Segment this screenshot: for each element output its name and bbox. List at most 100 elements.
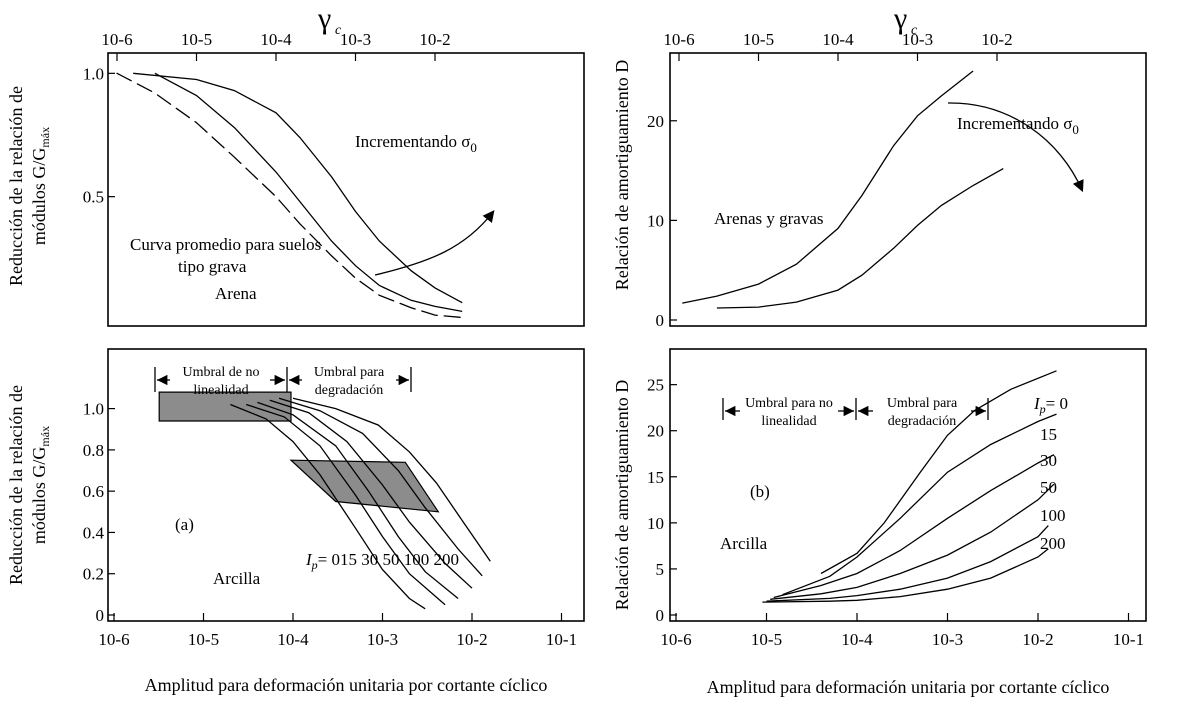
annotation-sand: Arena: [215, 284, 257, 303]
top-left-top-tick-label-4: 10-2: [419, 30, 450, 49]
top-left-series-0: [133, 72, 463, 304]
threshold-brackets-left: [154, 367, 412, 392]
gamma-subscript-right: c: [911, 23, 918, 38]
bottom-right-ytick-label-4: 5: [656, 560, 665, 579]
bottom-right-series-1: [782, 413, 1057, 596]
bottom-right-ytick-label-5: 0: [656, 606, 665, 625]
bottom-right-series-0: [820, 370, 1057, 575]
top-right-top-tick-label-3: 10-3: [902, 30, 933, 49]
panel-bottom-left: Reducción de la relación de módulos G/Gm…: [6, 348, 585, 649]
top-left-series-2: [116, 72, 463, 319]
annotation-clay-left: Arcilla: [213, 569, 261, 588]
bottom-left-series-5: [292, 397, 491, 562]
x-axis-label-left: Amplitud para deformación unitaria por c…: [145, 675, 548, 695]
top-right-top-tick-label-1: 10-5: [743, 30, 774, 49]
y-axis-label-top-right: Relación de amortiguamiento D: [612, 60, 632, 290]
threshold-degradation-left-line1: Umbral para: [314, 365, 385, 380]
bottom-right-ytick-label-2: 15: [647, 468, 664, 487]
top-left-top-tick-label-3: 10-3: [340, 30, 371, 49]
threshold-nonlinearity-left-line1: Umbral de no: [183, 365, 260, 380]
bottom-left-shaded-region-0: [158, 391, 292, 422]
ip-label-right-200: 200: [1040, 534, 1066, 553]
bottom-left-series-0: [230, 403, 426, 610]
annotation-average-line2: tipo grava: [178, 257, 247, 276]
annotation-increasing-top-left: Incrementando σ0: [355, 132, 477, 155]
bottom-left-ytick-label-1: 0.8: [83, 441, 104, 460]
bottom-right-ytick-label-0: 25: [647, 376, 664, 395]
top-left-ytick-label-1: 0.5: [83, 188, 104, 207]
panel-bottom-right: Relación de amortiguamiento D 10-6 10-5 10…: [612, 348, 1147, 649]
annotation-increasing-top-right: Incrementando σ0: [957, 114, 1079, 137]
bottom-left-xtick-label-3: 10-3: [367, 630, 398, 649]
bottom-left-ytick-label-3: 0.4: [83, 523, 105, 542]
bottom-left-series-1: [245, 403, 446, 606]
threshold-nonlinearity-right-line1: Umbral para no: [745, 396, 833, 411]
bottom-right-xtick-label-1: 10-5: [751, 630, 782, 649]
top-left-top-tick-label-2: 10-4: [260, 30, 292, 49]
threshold-brackets-right: [722, 398, 989, 420]
gamma-subscript-left: c: [335, 23, 342, 38]
top-right-top-tick-label-4: 10-2: [981, 30, 1012, 49]
annotation-clay-right: Arcilla: [720, 534, 768, 553]
arrow-top-left: [374, 210, 495, 276]
plot-frame-top-left: [107, 52, 585, 327]
bottom-left-ytick-label-5: 0: [96, 606, 105, 625]
x-axis-label-right: Amplitud para deformación unitaria por c…: [707, 677, 1110, 697]
y-axis-label-bottom-left-line2: módulos G/Gmáx: [29, 426, 52, 544]
ip-label-right-50: 50: [1040, 478, 1057, 497]
bottom-right-series-3: [770, 483, 1055, 600]
panel-label-a: (a): [175, 515, 194, 534]
bottom-left-series-4: [278, 397, 483, 577]
top-left-ytick-label-0: 1.0: [83, 64, 104, 83]
top-right-ytick-label-0: 20: [647, 112, 664, 131]
bottom-left-xtick-label-2: 10-4: [277, 630, 309, 649]
ip-label-right-15: 15: [1040, 425, 1057, 444]
panel-label-b: (b): [750, 482, 770, 501]
bottom-right-xtick-label-2: 10-4: [841, 630, 873, 649]
arrow-top-right: [947, 102, 1084, 193]
ip-label-right-100: 100: [1040, 506, 1066, 525]
bottom-right-ytick-label-3: 10: [647, 514, 664, 533]
top-left-series-1: [154, 72, 463, 313]
annotation-sands-gravels: Arenas y gravas: [714, 209, 824, 228]
top-right-series-1: [716, 168, 1004, 309]
bottom-right-xtick-label-4: 10-2: [1022, 630, 1053, 649]
ip-label-right-0: Ip= 0: [1033, 394, 1068, 416]
bottom-right-xtick-label-5: 10-1: [1113, 630, 1144, 649]
panel-top-right: Relación de amortiguamiento D 10-6 10-5 10…: [612, 30, 1147, 330]
bottom-right-series-5: [762, 548, 1049, 603]
top-right-ytick-label-2: 0: [656, 311, 665, 330]
gamma-symbol-right: γ: [893, 2, 907, 35]
bottom-right-xtick-label-0: 10-6: [660, 630, 691, 649]
bottom-right-series-4: [766, 525, 1049, 602]
bottom-left-xtick-label-0: 10-6: [98, 630, 129, 649]
bottom-left-ytick-label-0: 1.0: [83, 400, 104, 419]
y-axis-label-bottom-right: Relación de amortiguamiento D: [612, 380, 632, 610]
threshold-degradation-right-line2: degradación: [888, 414, 956, 429]
threshold-degradation-left-line2: degradación: [315, 383, 383, 398]
bottom-left-xtick-label-1: 10-5: [188, 630, 219, 649]
bottom-right-series-2: [773, 454, 1055, 599]
plot-frame-top-right: [669, 52, 1147, 327]
bottom-left-series-3: [269, 399, 473, 589]
top-right-top-tick-label-2: 10-4: [822, 30, 854, 49]
threshold-nonlinearity-right-line2: linealidad: [761, 414, 816, 429]
annotation-average-line1: Curva promedio para suelos: [130, 235, 321, 254]
bottom-right-xtick-label-3: 10-3: [932, 630, 963, 649]
bottom-left-ytick-label-2: 0.6: [83, 482, 104, 501]
plot-frame-bottom-right: [669, 348, 1147, 622]
y-axis-label-top-left-line2: módulos G/Gmáx: [29, 127, 52, 245]
bottom-left-xtick-label-5: 10-1: [546, 630, 577, 649]
ip-values-left: Ip= 015 30 50 100 200: [305, 550, 459, 572]
threshold-degradation-right-line1: Umbral para: [887, 396, 958, 411]
top-right-series-0: [682, 70, 974, 304]
ip-label-right-30: 30: [1040, 451, 1057, 470]
bottom-right-ytick-label-1: 20: [647, 422, 664, 441]
bottom-left-series-2: [257, 401, 459, 600]
top-left-top-tick-label-1: 10-5: [181, 30, 212, 49]
plot-frame-bottom-left: [107, 348, 585, 622]
bottom-left-xtick-label-4: 10-2: [456, 630, 487, 649]
panel-top-left: Reducción de la relación de módulos G/Gm…: [6, 30, 585, 327]
threshold-nonlinearity-left-line2: linealidad: [193, 383, 248, 398]
